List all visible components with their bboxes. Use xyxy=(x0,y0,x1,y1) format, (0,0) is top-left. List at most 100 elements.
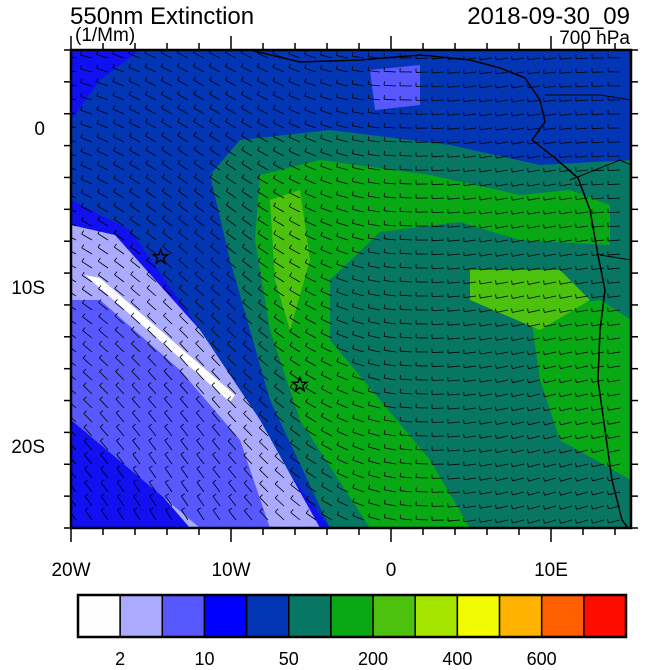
wind-barb-flag xyxy=(496,126,497,130)
wind-barb-flag xyxy=(480,196,481,200)
colorbar-swatch xyxy=(415,595,457,637)
wind-barb-flag xyxy=(65,203,67,207)
colorbar-swatch xyxy=(120,595,162,637)
wind-barb-flag xyxy=(560,238,561,242)
wind-barb-flag xyxy=(480,252,481,256)
colorbar-swatch xyxy=(247,595,289,637)
wind-barb-flag xyxy=(528,98,529,102)
wind-barb-flag xyxy=(480,224,481,228)
colorbar-swatch xyxy=(289,595,331,637)
wind-barb-flag xyxy=(67,397,70,400)
wind-barb-flag xyxy=(512,84,513,88)
wind-barb-flag xyxy=(400,501,401,505)
colorbar-swatch xyxy=(373,595,415,637)
wind-barb-flag xyxy=(384,249,385,253)
wind-barb-flag xyxy=(560,224,561,228)
wind-barb-flag xyxy=(528,154,529,158)
wind-barb-flag xyxy=(64,52,65,56)
lat-label: 0 xyxy=(34,119,45,141)
colorbar-swatch xyxy=(457,595,499,637)
wind-barb-flag xyxy=(512,126,513,130)
colorbar-swatch xyxy=(500,595,542,637)
wind-barb-flag xyxy=(65,134,66,138)
wind-barb-flag xyxy=(65,217,67,221)
wind-barb-flag xyxy=(544,154,545,158)
wind-barb-flag xyxy=(384,221,385,225)
wind-barb-flag xyxy=(400,473,401,477)
lon-label: 10E xyxy=(534,560,568,582)
wind-barb-flag xyxy=(400,459,401,463)
wind-barb-flag xyxy=(496,98,497,102)
wind-barb xyxy=(432,366,444,367)
wind-barb-flag xyxy=(496,56,497,60)
wind-barb-flag xyxy=(496,70,497,74)
wind-barb xyxy=(432,380,444,381)
wind-barb-flag xyxy=(368,53,369,57)
wind-barb-flag xyxy=(480,112,481,116)
wind-barb xyxy=(432,394,444,395)
wind-barb xyxy=(400,225,412,226)
colorbar-swatch xyxy=(162,595,204,637)
wind-barb-flag xyxy=(67,355,70,358)
wind-barb-flag xyxy=(576,266,577,270)
wind-barb-flag xyxy=(384,235,385,239)
colorbar-swatch xyxy=(78,595,120,637)
wind-barb-flag xyxy=(66,259,68,262)
wind-barb-flag xyxy=(66,314,68,317)
wind-barb-flag xyxy=(67,342,70,345)
wind-barb-flag xyxy=(592,322,593,326)
wind-barb-flag xyxy=(400,445,401,449)
colorbar-swatch xyxy=(331,595,373,637)
wind-barb-flag xyxy=(480,266,481,270)
wind-barb-flag xyxy=(544,182,545,186)
extinction-field xyxy=(64,49,631,528)
wind-barb-flag xyxy=(384,193,385,197)
wind-barb-flag xyxy=(496,84,497,88)
wind-barb-flag xyxy=(480,126,481,130)
wind-barb-flag xyxy=(592,308,593,312)
wind-barb-flag xyxy=(528,140,529,144)
wind-barb-flag xyxy=(528,126,529,130)
wind-barb-flag xyxy=(66,300,68,303)
wind-barb-flag xyxy=(512,98,513,102)
wind-barb-flag xyxy=(480,154,481,158)
wind-barb-flag xyxy=(65,162,67,166)
wind-barb-flag xyxy=(576,280,577,284)
wind-barb-flag xyxy=(544,168,545,172)
wind-barb-flag xyxy=(65,121,66,125)
wind-barb-flag xyxy=(512,112,513,116)
wind-barb-flag xyxy=(480,210,481,214)
wind-barb-flag xyxy=(560,210,561,214)
wind-barb-flag xyxy=(64,107,65,111)
wind-barb-flag xyxy=(480,238,481,242)
colorbar-swatch xyxy=(204,595,246,637)
wind-barb-flag xyxy=(67,369,70,372)
wind-barb-flag xyxy=(480,168,481,172)
wind-barb-flag xyxy=(576,294,577,298)
wind-barb-flag xyxy=(64,66,65,70)
wind-barb-flag xyxy=(512,56,513,60)
wind-barb-flag xyxy=(480,280,481,284)
wind-barb-flag xyxy=(608,364,609,368)
lat-label: 10S xyxy=(11,278,45,300)
wind-barb-flag xyxy=(480,140,481,144)
wind-barb-flag xyxy=(592,336,593,340)
wind-barb-flag xyxy=(480,308,481,312)
wind-barb-flag xyxy=(368,67,369,71)
wind-barb-flag xyxy=(480,294,481,298)
wind-barb-flag xyxy=(512,140,513,144)
wind-barb-flag xyxy=(65,245,67,248)
wind-barb-flag xyxy=(544,196,545,200)
wind-barb xyxy=(416,519,428,520)
wind-barb-flag xyxy=(496,140,497,144)
wind-barb-flag xyxy=(400,431,401,435)
lat-label: 20S xyxy=(11,437,45,459)
wind-barb xyxy=(432,352,444,353)
lon-label: 10W xyxy=(211,560,250,582)
wind-barb-flag xyxy=(528,112,529,116)
wind-barb-flag xyxy=(65,231,67,234)
lon-label: 20W xyxy=(51,560,90,582)
wind-barb-flag xyxy=(496,112,497,116)
wind-barb-flag xyxy=(496,154,497,158)
wind-barb xyxy=(608,184,620,185)
